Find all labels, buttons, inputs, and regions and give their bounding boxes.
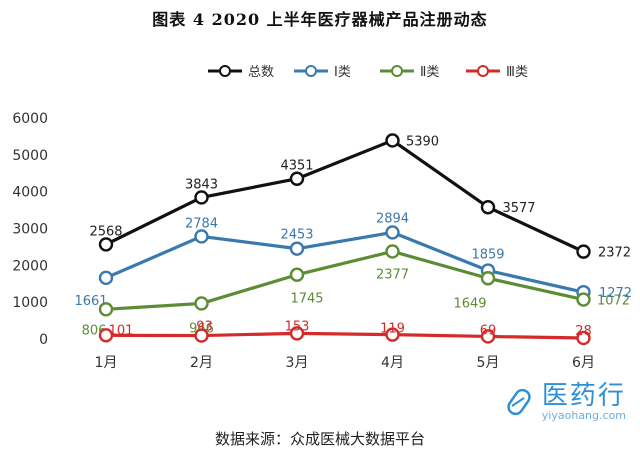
- data-point: [576, 330, 591, 346]
- series-line: [105, 138, 585, 254]
- y-tick-label: 3000: [12, 222, 48, 238]
- data-label: 2377: [376, 267, 409, 282]
- y-tick-label: 5000: [12, 148, 48, 164]
- data-label: 1072: [597, 294, 630, 309]
- data-label: 1272: [599, 286, 632, 301]
- data-point: [480, 200, 496, 215]
- watermark-name: 医药行: [541, 381, 626, 411]
- legend-label: Ⅲ类: [506, 65, 528, 80]
- data-label: 2372: [598, 246, 631, 261]
- data-point: [385, 327, 400, 342]
- data-label: 2894: [376, 211, 409, 226]
- data-label: 153: [285, 319, 310, 334]
- series-line: [105, 230, 584, 294]
- series-line: [105, 331, 584, 340]
- chart-title: 图表 4 2020 上半年医疗器械产品注册动态: [152, 10, 488, 29]
- data-point: [194, 328, 209, 343]
- pill-capsule-icon: [507, 388, 531, 416]
- data-point: [194, 296, 209, 311]
- data-label: 5390: [406, 134, 439, 149]
- legend-label: Ⅱ类: [420, 65, 439, 80]
- data-point: [98, 328, 114, 343]
- x-tick-label: 2月: [190, 355, 213, 371]
- data-point: [385, 133, 400, 148]
- watermark-logo: 医药行 yiyaohang.com: [506, 382, 626, 422]
- legend-marker: [305, 65, 317, 77]
- data-point: [289, 241, 305, 256]
- y-tick-label: 6000: [12, 111, 48, 127]
- x-tick-label: 5月: [477, 355, 500, 371]
- data-label: 1661: [74, 294, 107, 309]
- y-tick-label: 2000: [12, 258, 48, 274]
- data-label: 3843: [185, 177, 218, 192]
- data-point: [98, 270, 114, 286]
- x-tick-label: 6月: [572, 355, 595, 371]
- legend-marker: [391, 65, 403, 77]
- data-point: [576, 292, 591, 307]
- data-point: [576, 244, 591, 259]
- data-label: 93: [196, 320, 213, 335]
- data-label: 1745: [290, 292, 323, 307]
- series-line: [105, 249, 584, 311]
- watermark-url: yiyaohang.com: [541, 409, 626, 422]
- data-label: 1649: [453, 296, 486, 311]
- legend-label: Ⅰ类: [334, 65, 351, 80]
- data-label: 101: [109, 323, 134, 338]
- y-tick-label: 0: [39, 332, 48, 348]
- x-tick-label: 3月: [286, 355, 309, 371]
- data-label: 2784: [185, 216, 218, 231]
- data-label: 2453: [280, 228, 313, 243]
- legend-label: 总数: [248, 65, 274, 80]
- source-note: 数据来源：众成医械大数据平台: [214, 430, 425, 448]
- data-point: [98, 302, 114, 317]
- data-point: [385, 244, 400, 259]
- legend-marker: [219, 65, 231, 77]
- data-label: 3577: [502, 201, 535, 216]
- data-point: [194, 229, 209, 244]
- legend-marker: [477, 65, 489, 77]
- data-point: [289, 267, 305, 282]
- x-tick-label: 4月: [381, 355, 404, 371]
- data-point: [480, 271, 496, 286]
- data-point: [289, 326, 305, 341]
- data-label: 2568: [89, 224, 122, 239]
- data-label: 1859: [471, 248, 504, 263]
- data-label: 69: [480, 323, 497, 338]
- data-point: [194, 190, 209, 205]
- data-point: [98, 237, 114, 252]
- x-tick-label: 1月: [95, 355, 118, 371]
- data-point: [480, 329, 496, 344]
- data-label: 4351: [280, 159, 313, 174]
- data-label: 28: [575, 324, 592, 339]
- data-point: [289, 171, 305, 186]
- data-point: [385, 225, 400, 240]
- y-tick-label: 1000: [12, 295, 48, 311]
- y-tick-label: 4000: [12, 185, 48, 201]
- data-label: 119: [380, 322, 405, 337]
